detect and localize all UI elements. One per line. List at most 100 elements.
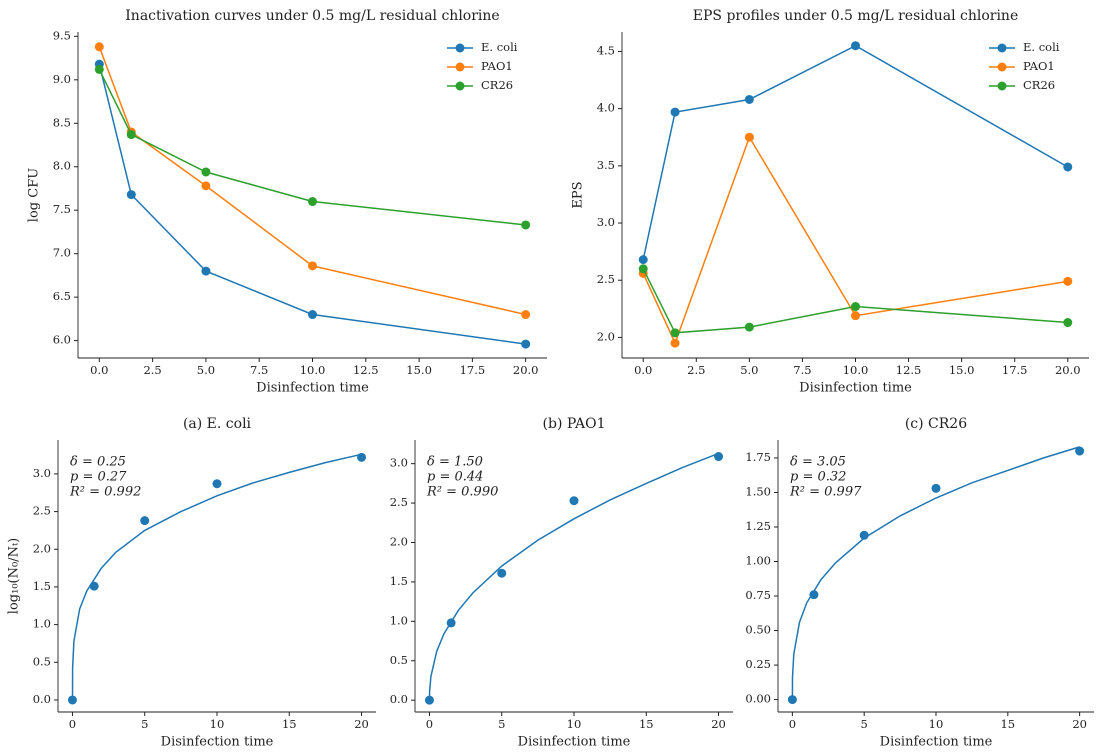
data-point — [201, 266, 211, 276]
annotation: p = 0.44 — [427, 470, 483, 485]
annotation: δ = 3.05 — [790, 455, 846, 470]
data-point — [308, 197, 317, 207]
x-tick-label: 5 — [141, 717, 148, 731]
y-tick-label: 7.0 — [53, 246, 71, 260]
y-axis-label: EPS — [571, 181, 586, 208]
x-tick-label: 7.5 — [793, 363, 811, 377]
y-tick-label: 9.5 — [53, 28, 71, 42]
data-point — [126, 190, 136, 200]
y-tick-label: 1.5 — [390, 574, 408, 588]
data-point — [1063, 318, 1073, 328]
x-tick-label: 15 — [639, 717, 654, 731]
data-point — [446, 618, 456, 628]
data-point — [67, 695, 77, 705]
data-point — [1063, 276, 1073, 286]
x-tick-label: 5 — [498, 717, 505, 731]
x-axis-label: Disinfection time — [518, 735, 631, 750]
data-point — [357, 452, 367, 462]
y-tick-label: 2.0 — [390, 534, 408, 548]
x-tick-label: 10 — [929, 717, 944, 731]
data-point — [308, 261, 317, 271]
legend-marker — [455, 62, 465, 72]
y-tick-label: 7.5 — [53, 202, 71, 216]
data-point — [670, 338, 680, 348]
x-axis-label: Disinfection time — [256, 381, 369, 396]
y-tick-label: 1.75 — [745, 450, 771, 464]
data-point — [851, 302, 860, 312]
x-tick-label: 10 — [210, 717, 225, 731]
x-axis-label: Disinfection time — [880, 735, 993, 750]
y-tick-label: 1.5 — [33, 579, 51, 593]
data-point — [670, 328, 680, 338]
data-point — [1063, 162, 1073, 172]
x-tick-label: 20.0 — [1055, 363, 1081, 377]
x-tick-label: 15 — [282, 717, 297, 731]
data-point — [859, 530, 869, 540]
y-tick-label: 3.5 — [597, 158, 615, 172]
annotation: R² = 0.997 — [789, 485, 862, 500]
x-tick-label: 12.5 — [896, 363, 922, 377]
x-tick-label: 15.0 — [406, 363, 432, 377]
series-line — [642, 268, 1068, 334]
x-axis-label: Disinfection time — [161, 735, 274, 750]
data-point — [714, 452, 724, 462]
x-tick-label: 7.5 — [250, 363, 268, 377]
y-tick-label: 3.0 — [390, 456, 408, 470]
data-point — [851, 41, 860, 51]
y-tick-label: 4.0 — [597, 101, 615, 115]
y-tick-label: 6.0 — [53, 333, 71, 347]
y-tick-label: 1.50 — [745, 484, 771, 498]
annotation: p = 0.27 — [70, 470, 127, 485]
data-point — [931, 483, 941, 493]
legend-label: E. coli — [481, 40, 518, 54]
fit-curve — [71, 453, 362, 700]
chart-title: Inactivation curves under 0.5 mg/L resid… — [125, 8, 499, 24]
y-tick-label: 0.50 — [745, 623, 771, 637]
data-point — [744, 132, 754, 142]
data-point — [521, 220, 531, 230]
y-tick-label: 2.5 — [390, 495, 408, 509]
y-tick-label: 8.0 — [53, 159, 71, 173]
legend-marker — [997, 43, 1007, 53]
x-tick-label: 2.5 — [143, 363, 161, 377]
data-point — [308, 310, 317, 320]
data-point — [94, 64, 104, 74]
chart-title: EPS profiles under 0.5 mg/L residual chl… — [693, 8, 1018, 24]
data-point — [809, 590, 819, 600]
fit-curve — [428, 452, 719, 701]
x-tick-label: 12.5 — [353, 363, 379, 377]
y-tick-label: 1.25 — [745, 519, 771, 533]
series-line — [642, 44, 1069, 260]
y-tick-label: 2.0 — [33, 541, 51, 555]
data-point — [744, 94, 754, 104]
y-tick-label: 6.5 — [53, 289, 71, 303]
y-tick-label: 1.0 — [390, 613, 408, 627]
y-tick-label: 9.0 — [53, 72, 71, 86]
legend-marker — [455, 43, 465, 53]
data-point — [569, 496, 579, 506]
data-point — [851, 311, 860, 321]
y-axis-label: log₁₀(N₀/Nₜ) — [7, 538, 22, 614]
data-point — [201, 181, 211, 191]
legend-label: PAO1 — [481, 59, 513, 73]
data-point — [424, 695, 434, 705]
annotation: δ = 0.25 — [70, 455, 126, 470]
y-tick-label: 0.75 — [745, 588, 771, 602]
chart-title: (a) E. coli — [183, 416, 252, 432]
y-tick-label: 8.5 — [53, 115, 71, 129]
x-tick-label: 10.0 — [843, 363, 869, 377]
y-tick-label: 3.0 — [33, 466, 51, 480]
data-point — [89, 581, 99, 591]
y-tick-label: 3.0 — [597, 215, 615, 229]
x-axis-label: Disinfection time — [799, 381, 912, 396]
x-tick-label: 5 — [861, 717, 868, 731]
x-tick-label: 17.5 — [1002, 363, 1028, 377]
x-tick-label: 0 — [69, 717, 76, 731]
y-tick-label: 0.00 — [745, 692, 771, 706]
legend-marker — [997, 62, 1007, 72]
y-tick-label: 0.5 — [33, 654, 51, 668]
data-point — [521, 339, 531, 349]
x-tick-label: 20.0 — [513, 363, 539, 377]
y-tick-label: 1.0 — [33, 617, 51, 631]
